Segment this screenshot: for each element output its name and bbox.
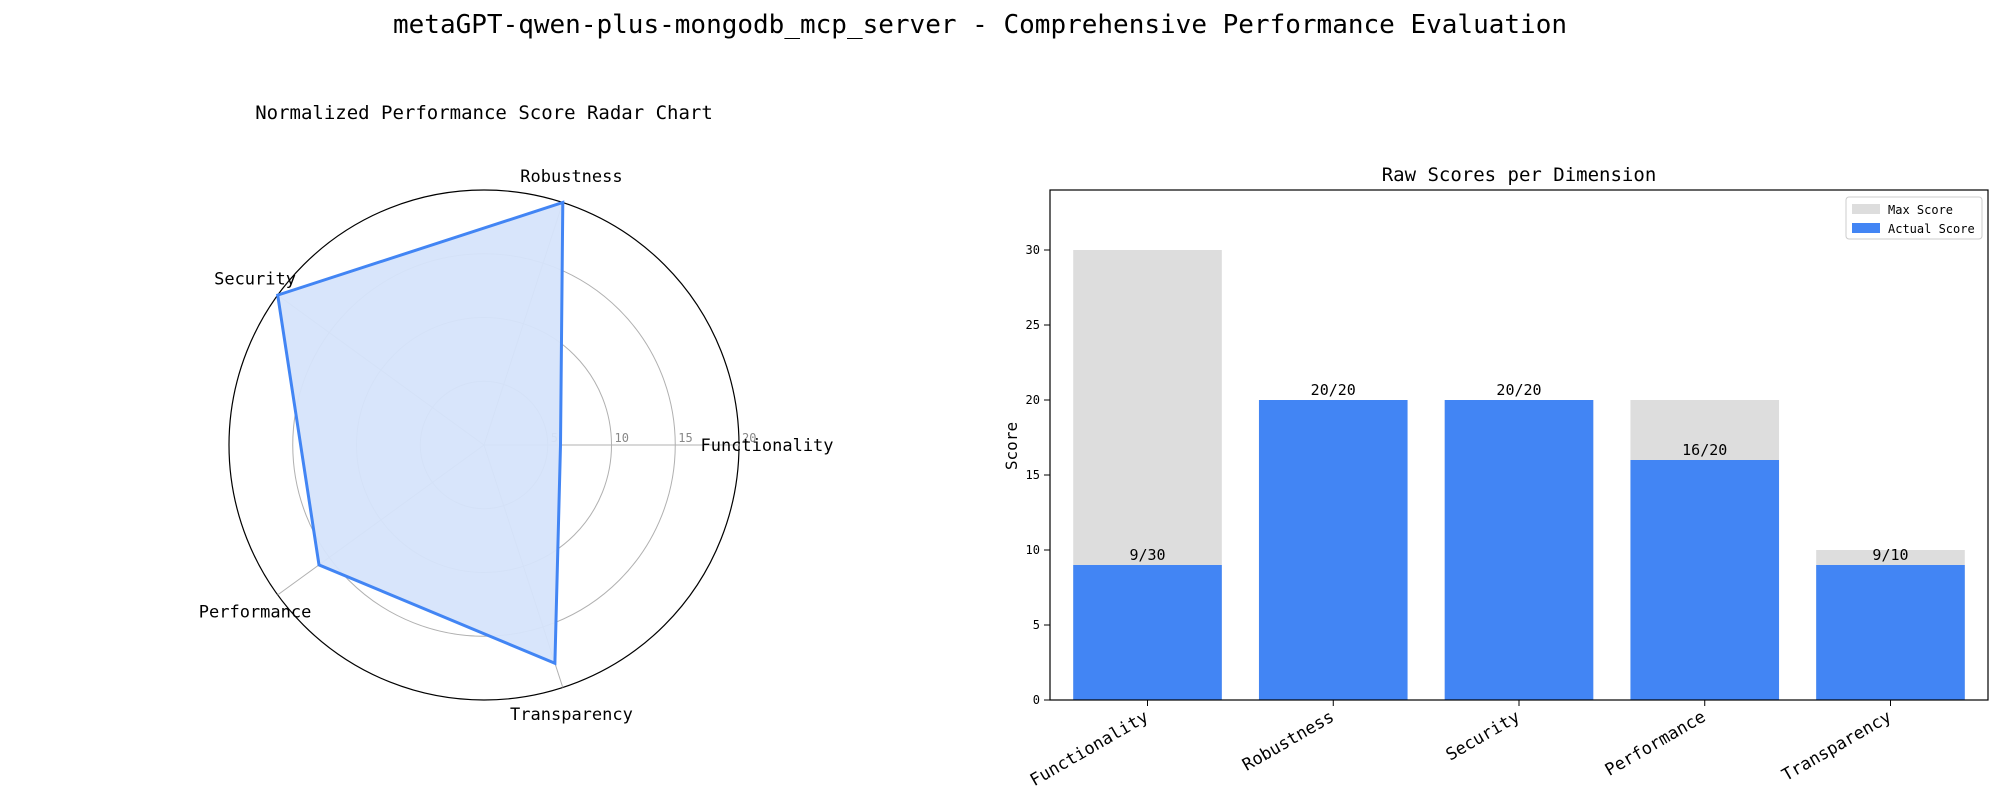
bar-marks: 9/30 20/20 20/20 16/20 9/10 <box>1073 250 1965 700</box>
bar-data-label: 9/10 <box>1872 546 1908 564</box>
radar-r-tick-label: 10 <box>615 431 629 445</box>
legend-entry: Actual Score <box>1888 222 1975 236</box>
y-tick-label: 5 <box>1033 618 1040 632</box>
bar-legend: Max Score Actual Score <box>1845 196 1983 240</box>
actual-score-bar <box>1073 565 1222 700</box>
legend-swatch <box>1852 204 1880 214</box>
radar-marks <box>276 200 565 666</box>
radar-series-polygon <box>276 200 565 666</box>
x-tick-label: Performance <box>1602 707 1710 781</box>
radar-category-label: Functionality <box>700 436 833 456</box>
bar-data-label: 20/20 <box>1311 381 1356 399</box>
radar-category-label: Performance <box>199 602 312 622</box>
radar-category-label: Robustness <box>520 167 622 187</box>
figure-title: metaGPT-qwen-plus-mongodb_mcp_server - C… <box>393 10 1567 40</box>
y-tick-label: 10 <box>1026 543 1040 557</box>
x-tick-label: Transparency <box>1779 707 1895 786</box>
bar-data-label: 9/30 <box>1129 546 1165 564</box>
bar-data-label: 20/20 <box>1496 381 1541 399</box>
legend-entry: Max Score <box>1888 203 1953 217</box>
y-tick-label: 15 <box>1026 468 1040 482</box>
radar-category-label: Transparency <box>510 705 633 725</box>
y-tick-label: 30 <box>1026 243 1040 257</box>
radar-chart: Normalized Performance Score Radar Chart… <box>199 102 834 725</box>
x-tick-label: Functionality <box>1027 707 1152 791</box>
y-tick-label: 20 <box>1026 393 1040 407</box>
actual-score-bar <box>1816 565 1965 700</box>
radar-r-tick-label: 20 <box>742 431 756 445</box>
radar-labels: Functionality Robustness Security Performan… <box>199 167 834 725</box>
y-tick-label: 25 <box>1026 318 1040 332</box>
actual-score-bar <box>1444 400 1594 700</box>
bar-data-label: 16/20 <box>1682 441 1727 459</box>
legend-swatch <box>1852 223 1880 233</box>
radar-chart-title: Normalized Performance Score Radar Chart <box>255 102 713 124</box>
actual-score-bar <box>1630 460 1780 700</box>
x-tick-label: Robustness <box>1239 707 1338 776</box>
actual-score-bar <box>1258 400 1408 700</box>
bar-y-axis-label: Score <box>1002 422 1021 470</box>
radar-r-tick-label: 15 <box>678 431 692 445</box>
bar-chart-title: Raw Scores per Dimension <box>1382 164 1657 186</box>
x-tick-label: Security <box>1443 707 1524 765</box>
y-tick-label: 0 <box>1033 693 1040 707</box>
bar-chart: Raw Scores per Dimension 9/30 20/20 20/20 1… <box>1002 164 1989 791</box>
radar-category-label: Security <box>214 270 296 290</box>
